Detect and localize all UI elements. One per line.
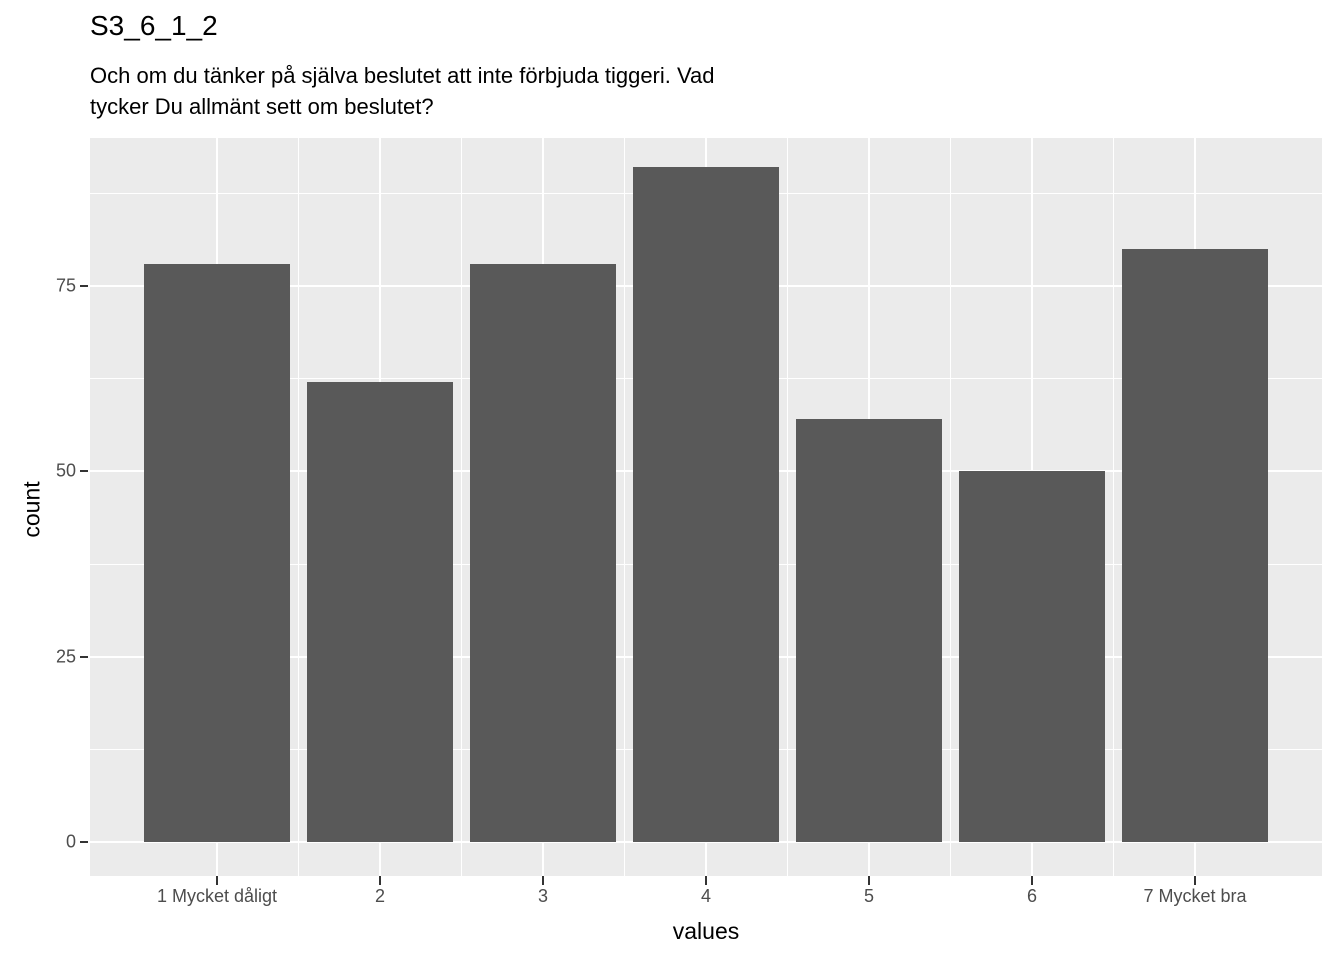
bar [1122,248,1268,842]
y-axis-tick-mark [80,655,88,658]
gridline-minor-x [950,138,951,876]
x-axis-tick-mark [868,876,870,885]
bar [307,382,453,842]
x-axis-tick-label: 7 Mycket bra [1143,886,1247,906]
y-axis-tick-label: 25 [55,646,76,667]
bar [470,263,616,842]
x-axis-tick-label: 1 Mycket dåligt [156,886,278,906]
gridline-minor-x [461,138,462,876]
gridline-minor-x [298,138,299,876]
x-axis-tick-mark [379,876,381,885]
y-axis-title: count [18,481,45,538]
gridline-minor-x [787,138,788,876]
bar [633,167,779,842]
gridline-minor-x [624,138,625,876]
y-axis-tick-mark [80,470,88,473]
bar [796,419,942,842]
y-axis-tick-mark [80,841,88,843]
plot-panel [90,138,1322,876]
chart-subtitle-line-2: tycker Du allmänt sett om beslutet? [90,94,434,119]
chart-title: S3_6_1_2 [90,10,218,41]
chart-subtitle-line-1: Och om du tänker på själva beslutet att … [90,63,715,88]
y-axis-tick-mark [80,285,88,288]
x-axis-tick-mark [1031,876,1033,885]
x-axis-title: values [672,918,740,944]
x-axis-tick-label: 2 [374,886,386,906]
y-axis-tick-label: 0 [65,831,76,852]
y-axis-tick-label: 50 [55,460,76,481]
chart-subtitle: Och om du tänker på själva beslutet att … [90,60,715,122]
y-axis-tick-label: 75 [55,275,76,296]
x-axis-tick-mark [542,876,544,885]
x-axis-tick-label: 4 [700,886,712,906]
x-axis-tick-mark [1194,876,1196,885]
x-axis-tick-label: 6 [1026,886,1038,906]
gridline-minor-x [1113,138,1114,876]
bar [959,471,1105,842]
x-axis-tick-label: 5 [863,886,875,906]
x-axis-tick-mark [705,876,707,885]
x-axis-tick-label: 3 [537,886,549,906]
bar [144,263,290,842]
x-axis-tick-mark [216,876,218,885]
